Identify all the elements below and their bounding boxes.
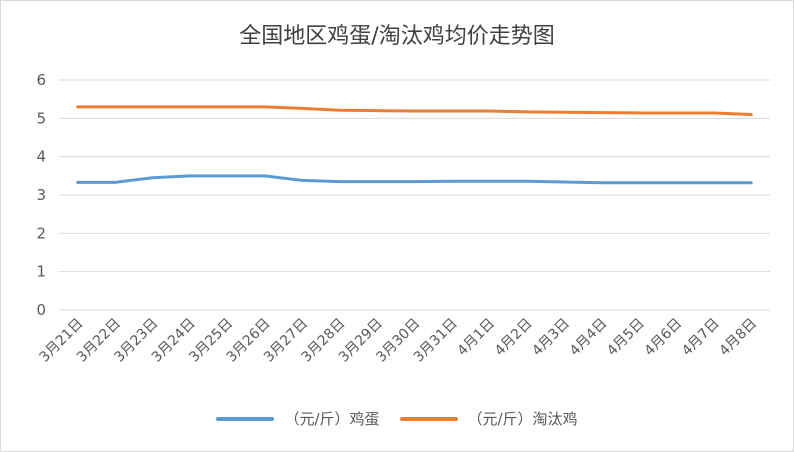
legend-label-hen: （元/斤）淘汰鸡	[467, 410, 578, 428]
legend-item-egg: （元/斤）鸡蛋	[216, 408, 380, 429]
x-tick-label: 4月1日	[454, 316, 498, 360]
gridlines	[59, 79, 770, 311]
y-tick-label: 5	[36, 109, 46, 127]
y-tick-label: 0	[36, 301, 46, 319]
series-line-egg	[76, 174, 753, 185]
legend-swatch-hen	[399, 416, 458, 421]
y-tick-label: 6	[36, 71, 46, 89]
x-tick-label: 4月7日	[679, 316, 723, 360]
y-tick-label: 1	[36, 263, 46, 281]
x-tick-label: 4月3日	[529, 316, 573, 360]
series-lines	[76, 105, 753, 185]
y-tick-label: 3	[36, 186, 46, 204]
series-line-hen	[76, 105, 753, 116]
legend-item-hen: （元/斤）淘汰鸡	[399, 408, 578, 429]
legend-label-egg: （元/斤）鸡蛋	[284, 410, 380, 428]
x-tick-label: 4月8日	[716, 316, 760, 360]
x-axis-ticks: 3月21日3月22日3月23日3月24日3月25日3月26日3月27日3月28日…	[37, 316, 761, 366]
y-tick-label: 2	[36, 224, 46, 242]
legend-swatch-egg	[216, 416, 275, 421]
chart-title: 全国地区鸡蛋/淘汰鸡均价走势图	[239, 24, 555, 49]
y-tick-label: 4	[36, 148, 46, 166]
x-tick-label: 4月4日	[567, 316, 611, 360]
y-axis-ticks: 0 1 2 3 4 5 6	[36, 71, 46, 319]
x-tick-label: 4月5日	[604, 316, 648, 360]
x-tick-label: 4月2日	[492, 316, 536, 360]
legend: （元/斤）鸡蛋 （元/斤）淘汰鸡	[0, 408, 794, 429]
x-tick-label: 4月6日	[642, 316, 686, 360]
